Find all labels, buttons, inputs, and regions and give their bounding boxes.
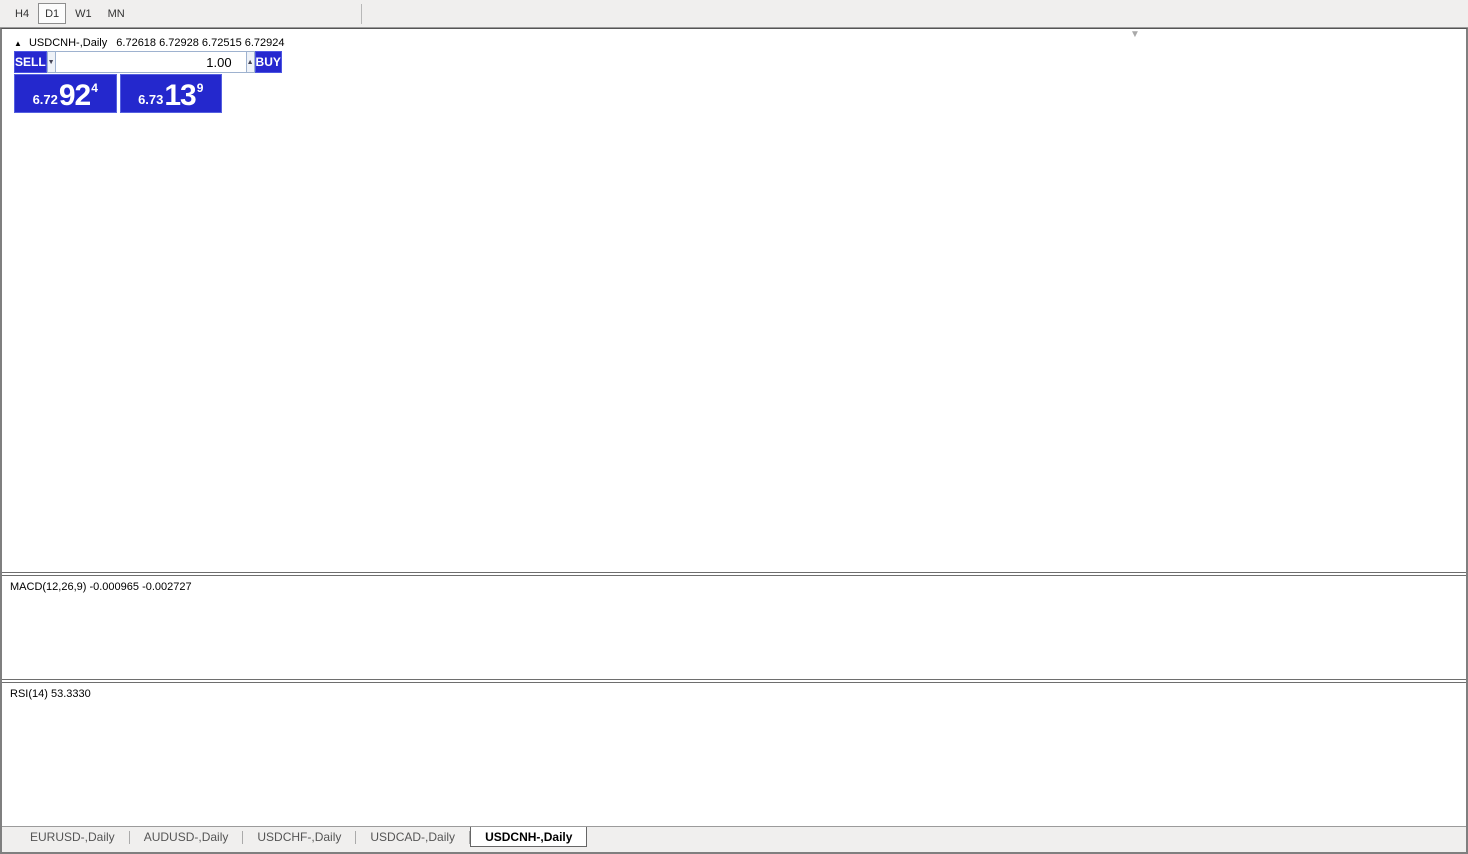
chart-tab-usdcnh-active[interactable]: USDCNH-,Daily xyxy=(470,827,588,847)
volume-input[interactable] xyxy=(55,51,246,73)
buy-price-big: 13 xyxy=(164,79,196,112)
chart-tab-usdcad[interactable]: USDCAD-,Daily xyxy=(370,830,456,844)
volume-increase-button[interactable]: ▲ xyxy=(245,51,255,73)
buy-price-sup: 9 xyxy=(196,81,204,95)
tab-separator xyxy=(242,831,244,844)
sell-button[interactable]: SELL xyxy=(14,51,47,73)
chart-tab-audusd[interactable]: AUDUSD-,Daily xyxy=(143,830,229,844)
timeframe-d1-button[interactable]: D1 xyxy=(38,3,67,24)
pane-splitter-macd[interactable] xyxy=(2,572,1466,576)
chart-tab-usdchf[interactable]: USDCHF-,Daily xyxy=(257,830,342,844)
one-click-trading-panel: SELL ▼ ▲ BUY 6.72 92 4 6.73 13 9 xyxy=(12,49,282,115)
tab-separator xyxy=(128,831,130,844)
sell-price-box[interactable]: 6.72 92 4 xyxy=(14,74,117,113)
sell-price-big: 92 xyxy=(58,79,91,112)
rsi-indicator-canvas[interactable] xyxy=(2,683,1466,805)
time-axis xyxy=(2,805,1466,827)
chart-collapse-arrow-icon[interactable]: ▲ xyxy=(14,39,22,48)
timeframe-toolbar: H4 D1 W1 MN xyxy=(0,0,1468,28)
sell-price-sup: 4 xyxy=(91,81,98,95)
chart-window: ▲ USDCNH-,Daily 6.72618 6.72928 6.72515 … xyxy=(0,28,1468,854)
toolbar-separator xyxy=(360,4,362,24)
buy-button[interactable]: BUY xyxy=(254,51,282,73)
chart-title: ▲ USDCNH-,Daily 6.72618 6.72928 6.72515 … xyxy=(14,37,285,49)
chart-ohlc-values: 6.72618 6.72928 6.72515 6.72924 xyxy=(116,37,285,49)
rsi-label: RSI(14) 53.3330 xyxy=(10,688,91,700)
chart-tab-bar: EURUSD-,Daily AUDUSD-,Daily USDCHF-,Dail… xyxy=(2,826,1466,852)
buy-price-small: 6.73 xyxy=(138,92,164,107)
tab-separator xyxy=(355,831,357,844)
timeframe-h4-button[interactable]: H4 xyxy=(8,3,36,24)
volume-decrease-button[interactable]: ▼ xyxy=(46,51,56,73)
buy-price-box[interactable]: 6.73 13 9 xyxy=(119,74,222,113)
sell-price-small: 6.72 xyxy=(32,92,58,107)
tab-separator xyxy=(469,831,471,844)
macd-indicator-canvas[interactable] xyxy=(2,576,1466,679)
timeframe-mn-button[interactable]: MN xyxy=(101,3,132,24)
chart-shift-marker-icon[interactable]: ▼ xyxy=(1130,29,1140,40)
pane-splitter-rsi[interactable] xyxy=(2,679,1466,683)
timeframe-w1-button[interactable]: W1 xyxy=(68,3,99,24)
chart-symbol-label: USDCNH-,Daily xyxy=(28,37,108,49)
macd-label: MACD(12,26,9) -0.000965 -0.002727 xyxy=(10,581,192,593)
chart-tab-eurusd[interactable]: EURUSD-,Daily xyxy=(30,830,115,844)
